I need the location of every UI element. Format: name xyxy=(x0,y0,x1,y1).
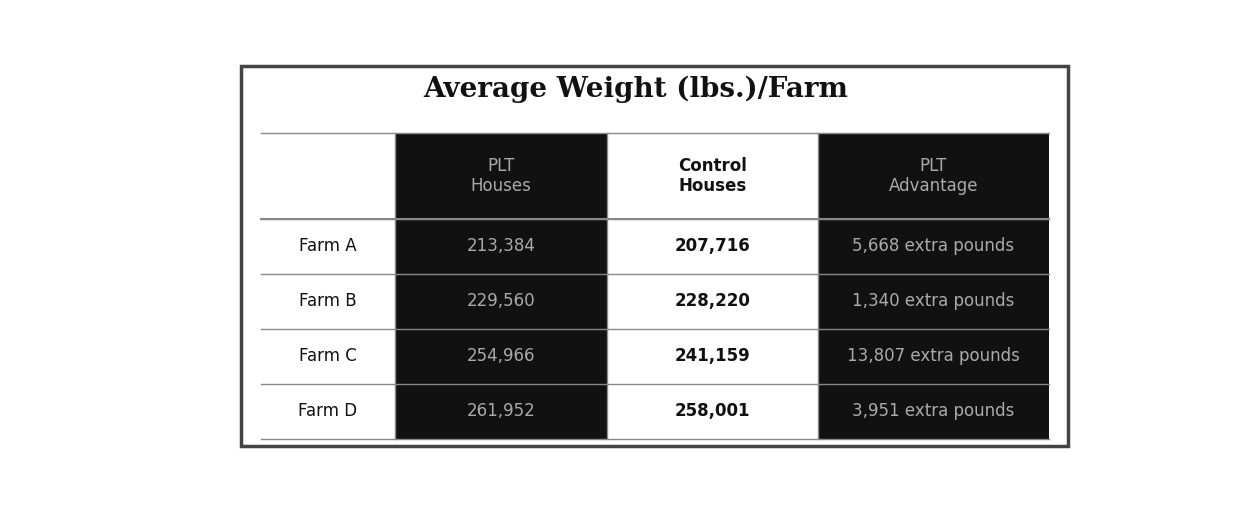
Bar xyxy=(818,219,1049,273)
Bar xyxy=(396,219,606,273)
Text: Farm A: Farm A xyxy=(299,237,357,255)
Text: 13,807 extra pounds: 13,807 extra pounds xyxy=(847,347,1019,365)
Text: Farm C: Farm C xyxy=(299,347,357,365)
Text: Farm D: Farm D xyxy=(299,402,357,420)
Text: PLT
Advantage: PLT Advantage xyxy=(889,157,978,195)
Bar xyxy=(606,384,818,439)
Bar xyxy=(606,273,818,329)
Text: Control
Houses: Control Houses xyxy=(678,157,746,195)
Text: 207,716: 207,716 xyxy=(675,237,750,255)
Bar xyxy=(606,329,818,384)
Bar xyxy=(260,384,396,439)
Bar xyxy=(396,384,606,439)
Text: PLT
Houses: PLT Houses xyxy=(470,157,532,195)
Text: 213,384: 213,384 xyxy=(466,237,536,255)
Text: 261,952: 261,952 xyxy=(466,402,536,420)
Bar xyxy=(396,133,606,219)
Bar xyxy=(818,329,1049,384)
Bar xyxy=(818,384,1049,439)
Bar xyxy=(396,273,606,329)
Bar xyxy=(818,273,1049,329)
Text: 1,340 extra pounds: 1,340 extra pounds xyxy=(852,292,1014,310)
Text: 254,966: 254,966 xyxy=(466,347,536,365)
Bar xyxy=(260,133,396,219)
Bar xyxy=(396,329,606,384)
Bar xyxy=(260,219,396,273)
Text: 228,220: 228,220 xyxy=(675,292,750,310)
Text: 241,159: 241,159 xyxy=(675,347,750,365)
Text: 3,951 extra pounds: 3,951 extra pounds xyxy=(852,402,1014,420)
Bar xyxy=(606,219,818,273)
Bar xyxy=(818,133,1049,219)
Bar xyxy=(606,133,818,219)
Text: Farm B: Farm B xyxy=(299,292,357,310)
Text: Average Weight (lbs.)/Farm: Average Weight (lbs.)/Farm xyxy=(423,76,848,103)
Bar xyxy=(260,273,396,329)
Bar xyxy=(260,329,396,384)
Bar xyxy=(242,66,1068,447)
Text: 229,560: 229,560 xyxy=(466,292,536,310)
Text: 5,668 extra pounds: 5,668 extra pounds xyxy=(852,237,1014,255)
Text: 258,001: 258,001 xyxy=(675,402,750,420)
